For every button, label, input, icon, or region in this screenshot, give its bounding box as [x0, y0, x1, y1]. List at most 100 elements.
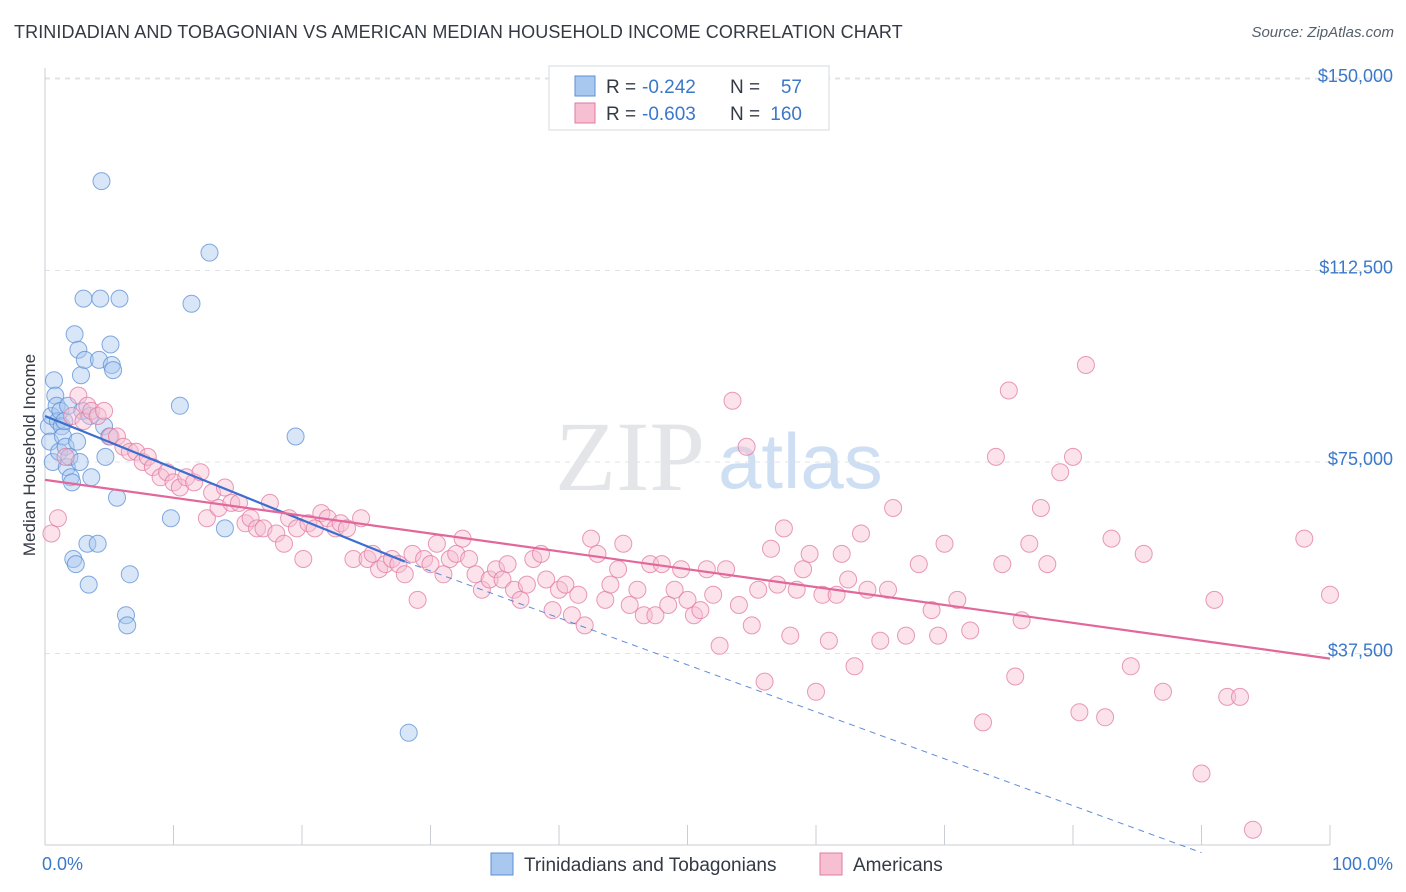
data-point [704, 585, 723, 604]
data-point [403, 544, 422, 563]
x-tick-label: 100.0% [1332, 854, 1393, 874]
y-tick-labels: $37,500 $75,000 $112,500 $150,000 [1318, 66, 1393, 661]
data-point [395, 565, 414, 584]
data-point [96, 447, 115, 466]
legend-n-label-2: N = [730, 104, 760, 125]
data-point [1154, 682, 1172, 701]
legend-r-value-2: -0.603 [642, 104, 696, 125]
data-point [596, 590, 615, 609]
data-point [1031, 499, 1050, 517]
data-point [678, 590, 697, 609]
data-point [1205, 590, 1224, 609]
data-point [569, 585, 588, 604]
data-point [620, 596, 639, 614]
data-point [1121, 657, 1140, 676]
data-point [659, 596, 678, 614]
data-point [999, 381, 1018, 400]
data-point [215, 519, 234, 538]
data-point [466, 565, 485, 584]
data-point [768, 575, 787, 594]
data-point [69, 340, 88, 359]
data-point [197, 509, 216, 528]
data-point [56, 447, 75, 466]
data-point [1321, 585, 1339, 604]
data-point [82, 468, 101, 487]
data-point [729, 596, 748, 614]
data-point [182, 294, 201, 313]
data-point [421, 555, 440, 574]
data-point [241, 509, 260, 528]
series-layer [39, 172, 1339, 839]
data-point [60, 447, 79, 466]
data-point [170, 396, 189, 415]
data-point [691, 601, 710, 620]
data-point [575, 616, 594, 635]
bottom-legend-swatch-blue [490, 852, 514, 876]
data-point [614, 534, 633, 553]
data-point [1134, 544, 1153, 563]
chart-title: TRINIDADIAN AND TOBAGONIAN VS AMERICAN M… [14, 22, 903, 42]
x-tick-label: 0.0% [42, 854, 83, 874]
data-point [287, 519, 306, 538]
data-point [48, 509, 67, 528]
data-point [45, 371, 63, 390]
data-point [1295, 529, 1314, 548]
legend-n-label-1: N = [730, 77, 760, 98]
data-point [498, 555, 517, 574]
watermark: ZIP atlas [555, 401, 883, 512]
data-point [922, 601, 941, 620]
y-tick-label: $75,000 [1328, 449, 1393, 469]
legend: R = -0.242 N = 57 R = -0.603 N = 160 [548, 65, 830, 131]
data-point [92, 172, 111, 191]
y-tick-label: $112,500 [1319, 257, 1393, 277]
data-point [909, 555, 928, 574]
data-point [68, 432, 87, 451]
x-tick-labels: 0.0% 100.0% [42, 854, 1393, 874]
data-point [434, 565, 453, 584]
data-point [408, 590, 427, 609]
data-point [1006, 667, 1025, 686]
data-point [1076, 356, 1095, 374]
y-tick-label: $37,500 [1328, 640, 1393, 660]
legend-n-value-2: 160 [770, 104, 802, 125]
data-point [543, 601, 562, 620]
data-point [749, 580, 768, 599]
data-point [819, 631, 838, 650]
data-point [42, 524, 61, 543]
data-point [762, 539, 780, 558]
data-point [248, 519, 266, 538]
data-point [1218, 687, 1237, 706]
data-point [399, 723, 418, 742]
data-point [236, 514, 255, 533]
data-point [118, 616, 137, 635]
data-point [929, 626, 948, 645]
legend-swatch-blue [574, 75, 596, 97]
data-point [813, 585, 832, 604]
data-point [69, 386, 88, 405]
data-point [480, 570, 499, 589]
data-point [460, 550, 479, 568]
data-point [697, 560, 716, 579]
data-point [537, 570, 556, 589]
bottom-legend: Trinidadians and Tobagonians Americans [490, 852, 943, 876]
legend-box [548, 65, 830, 131]
data-point [74, 289, 93, 308]
trend-line-americans [44, 478, 1331, 660]
series-americans-points [42, 356, 1339, 839]
data-point [1038, 555, 1057, 574]
data-point [267, 524, 286, 543]
chart-source: Source: ZipAtlas.com [1251, 24, 1394, 41]
data-point [781, 626, 800, 645]
data-point [1102, 529, 1121, 548]
legend-r-label-1: R = [606, 77, 636, 98]
data-point [344, 550, 363, 568]
data-point [72, 366, 90, 385]
data-point [948, 590, 967, 609]
data-point [91, 289, 110, 308]
data-point [104, 361, 123, 380]
data-point [275, 534, 293, 553]
data-point [1096, 708, 1115, 727]
data-point [78, 534, 97, 553]
data-point [75, 350, 94, 369]
data-point [95, 417, 114, 436]
